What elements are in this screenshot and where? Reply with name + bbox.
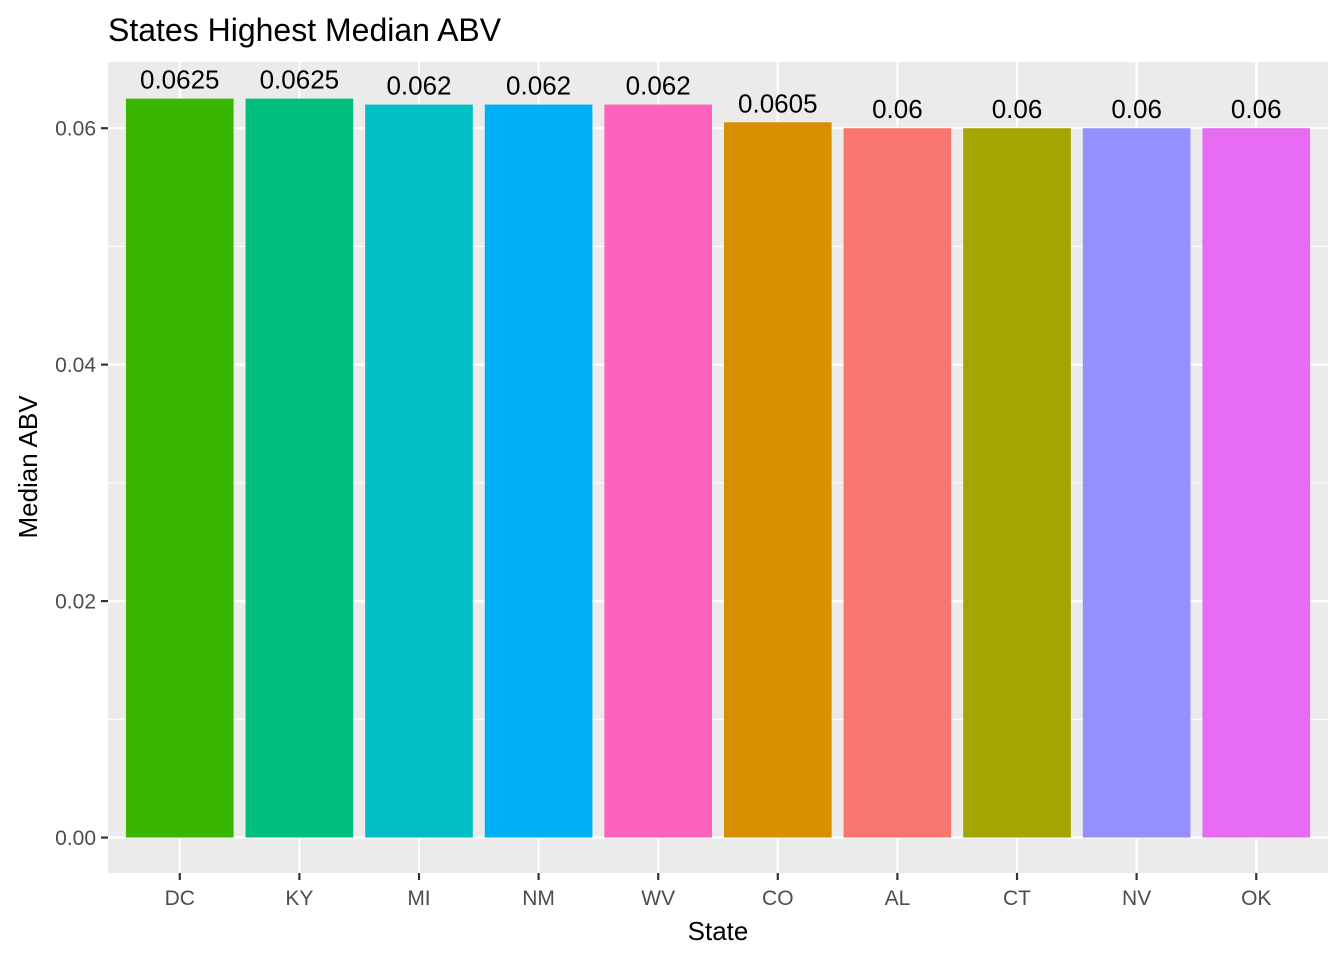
bar-dc (125, 98, 234, 838)
y-tick-label: 0.02 (55, 591, 96, 614)
x-axis: DC KY MI NM WV CO AL CT NV OK (165, 873, 1271, 910)
data-label-nm: 0.062 (506, 71, 571, 101)
x-tick-label: WV (641, 887, 675, 910)
chart-title: States Highest Median ABV (108, 12, 502, 48)
x-tick-label: CO (762, 887, 794, 910)
y-axis: 0.00 0.02 0.04 0.06 (55, 118, 108, 850)
bar-co (723, 122, 832, 838)
data-label-mi: 0.062 (386, 71, 451, 101)
bar-ok (1202, 128, 1311, 838)
x-tick-label: CT (1003, 887, 1031, 910)
x-tick-label: KY (285, 887, 313, 910)
data-label-ok: 0.06 (1231, 94, 1282, 124)
bar-mi (365, 104, 473, 838)
y-axis-title: Median ABV (13, 395, 43, 539)
data-label-co: 0.0605 (738, 88, 818, 118)
x-tick-label: OK (1241, 887, 1271, 910)
y-tick-label: 0.00 (55, 827, 96, 850)
data-label-wv: 0.062 (626, 71, 691, 101)
x-tick-label: DC (165, 887, 195, 910)
y-tick-label: 0.04 (55, 354, 96, 377)
bar-ky (245, 98, 354, 838)
x-tick-label: AL (885, 887, 911, 910)
bar-al (843, 128, 952, 838)
bar-nm (484, 104, 593, 838)
bar-wv (604, 104, 713, 838)
data-label-ct: 0.06 (992, 94, 1043, 124)
data-labels: 0.0625 0.0625 0.062 0.062 0.062 0.0605 0.06 0.0… (140, 65, 1282, 125)
bar-ct (963, 128, 1071, 838)
data-label-ky: 0.0625 (260, 65, 340, 95)
bar-nv (1082, 128, 1191, 838)
y-tick-label: 0.06 (55, 118, 96, 141)
x-tick-label: MI (407, 887, 430, 910)
data-label-al: 0.06 (872, 94, 923, 124)
bars (125, 98, 1311, 838)
x-tick-label: NV (1122, 887, 1151, 910)
data-label-nv: 0.06 (1111, 94, 1162, 124)
x-axis-title: State (688, 916, 749, 946)
x-tick-label: NM (522, 887, 555, 910)
data-label-dc: 0.0625 (140, 65, 220, 95)
